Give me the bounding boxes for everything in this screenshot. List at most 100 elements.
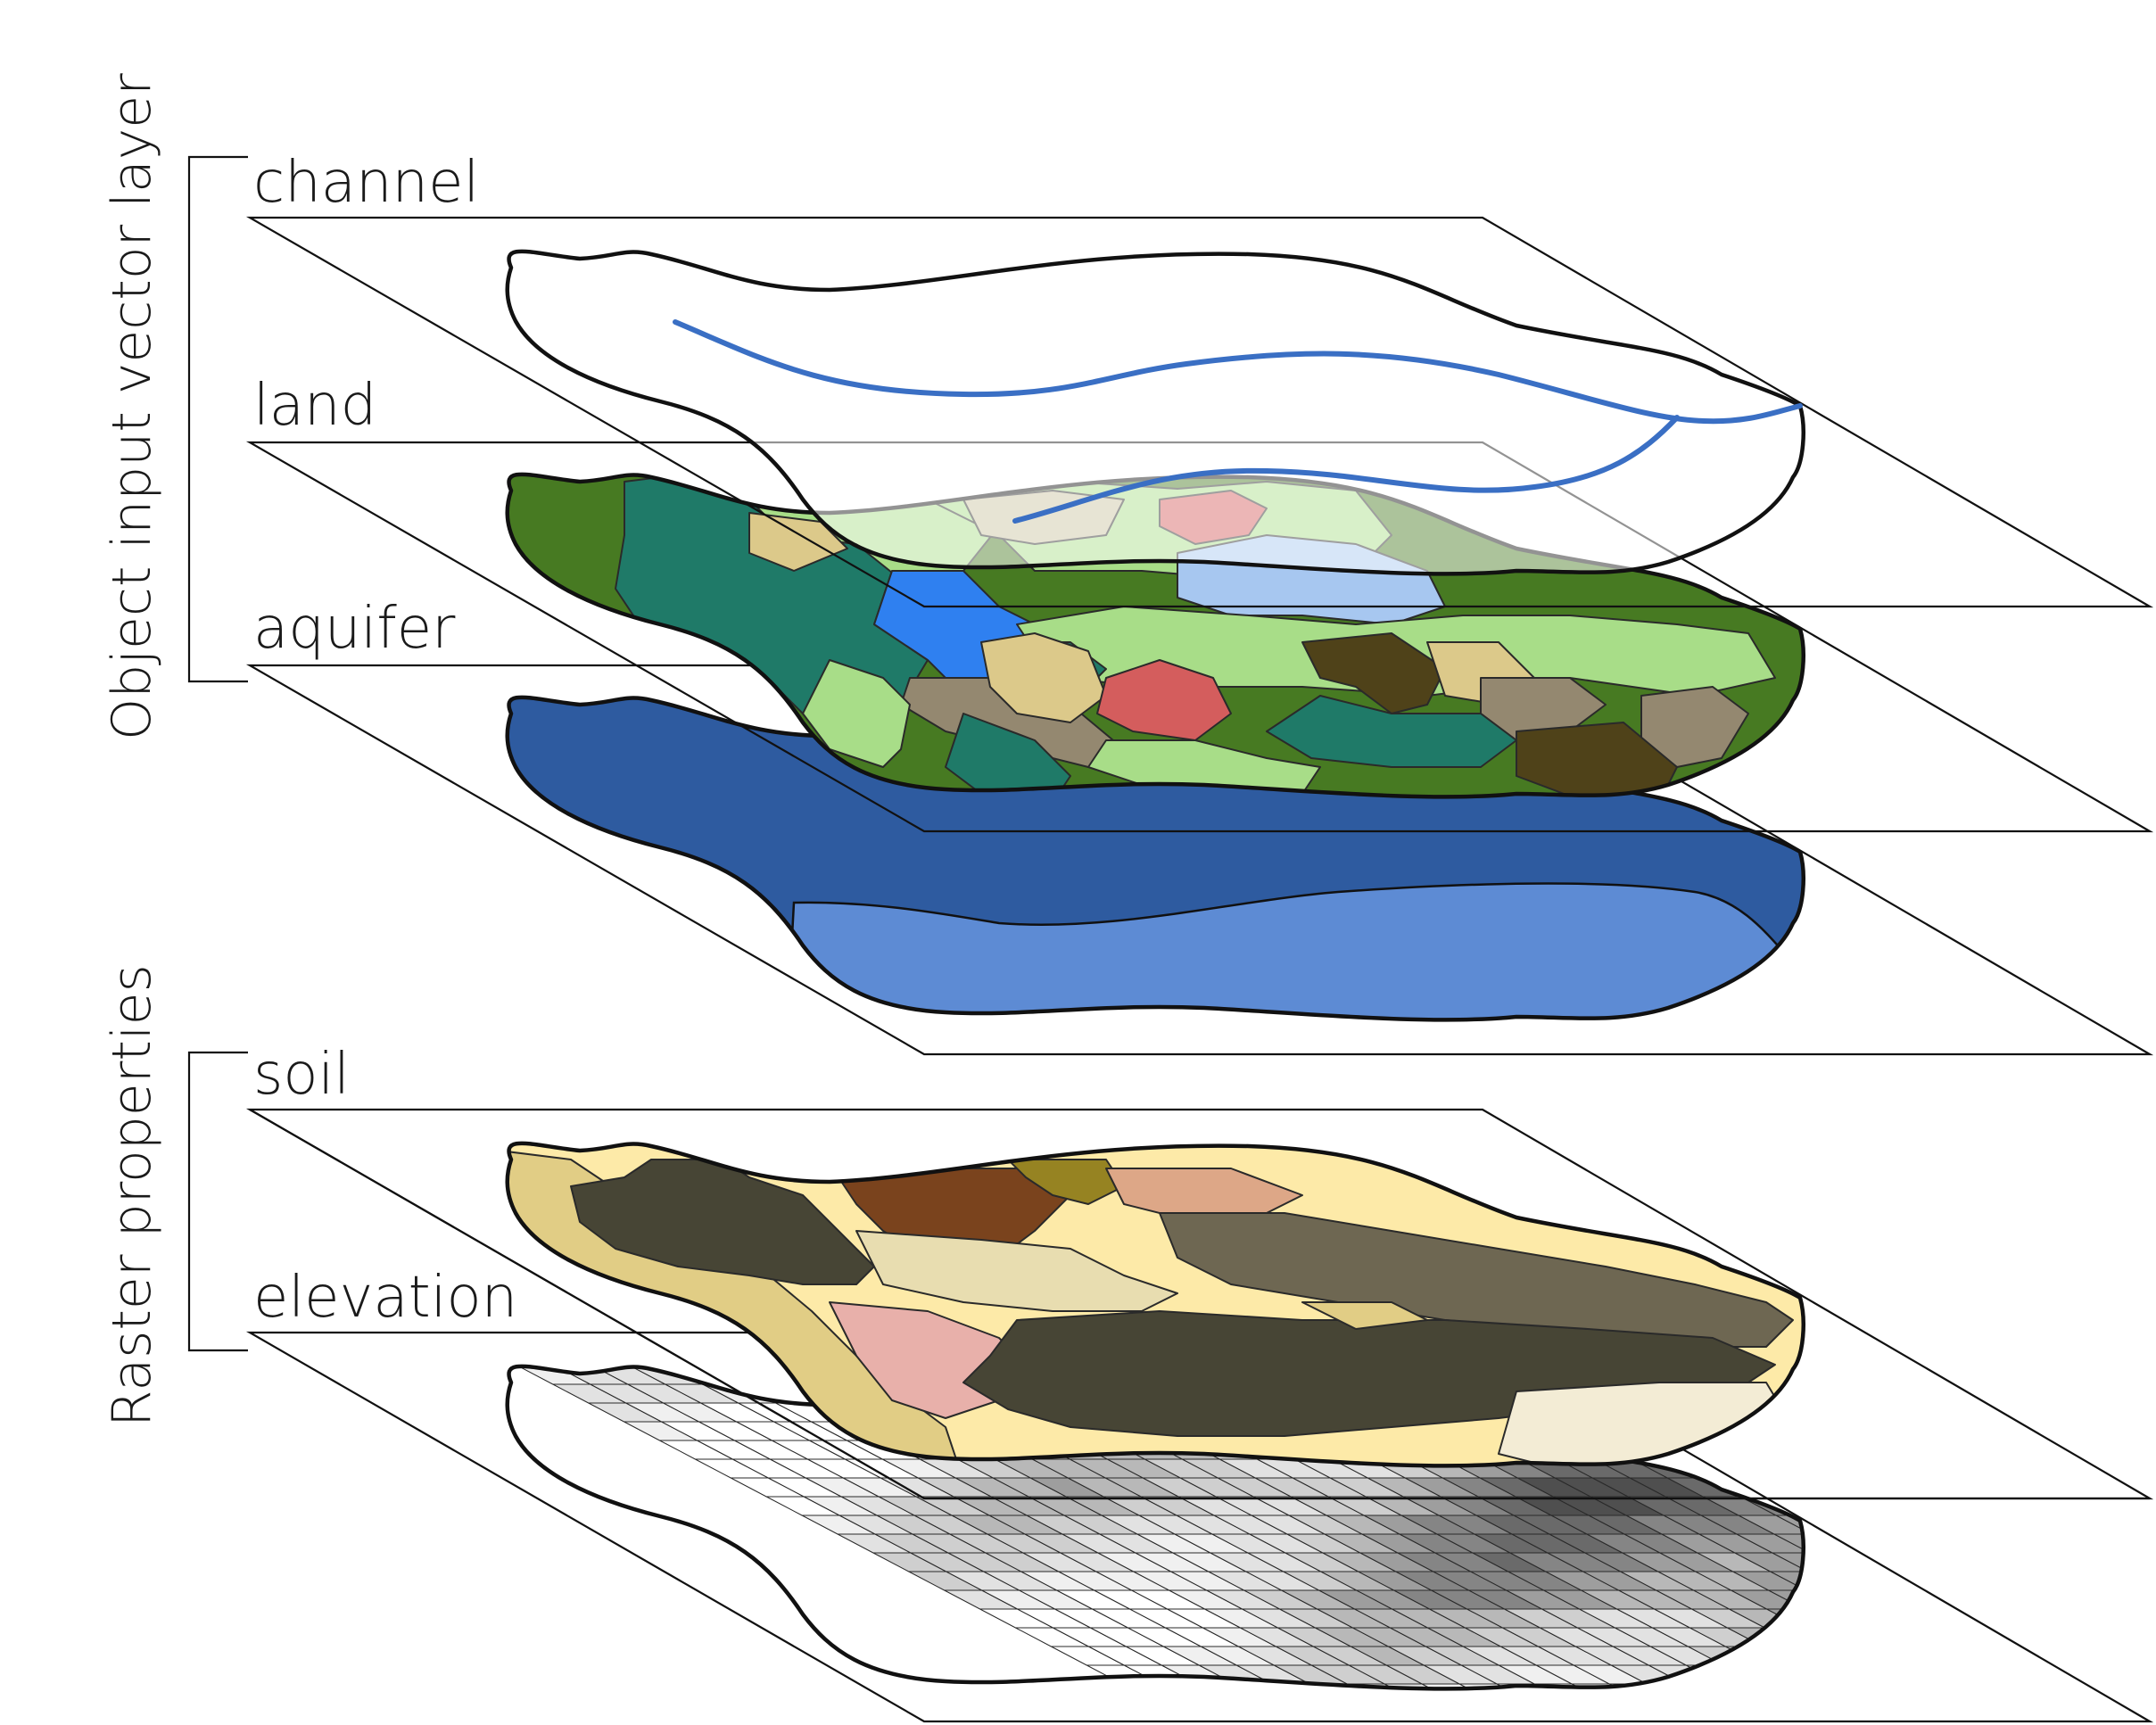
land-patch-red [1096, 659, 1232, 741]
elevation-cell [669, 1347, 742, 1366]
elevation-cell [2020, 1703, 2093, 1721]
elevation-cell [1954, 1609, 2028, 1628]
elevation-cell [1929, 1478, 2003, 1497]
elevation-cell [2110, 1553, 2156, 1572]
elevation-cell [1924, 1534, 1997, 1553]
elevation-cell [1912, 1647, 1986, 1665]
elevation-cell [1992, 1609, 2065, 1628]
land-patch-teal-3 [1266, 695, 1517, 768]
elevation-cell [1965, 1497, 2038, 1515]
elevation-cell [1383, 1703, 1456, 1721]
elevation-cell [2111, 1534, 2156, 1553]
elevation-cell [1233, 1703, 1306, 1721]
elevation-cell [1747, 1421, 1804, 1441]
elevation-cell [1495, 1703, 1568, 1721]
elevation-cell [1720, 1703, 1793, 1721]
elevation-cell [2069, 1590, 2142, 1609]
elevation-cell [1780, 1458, 1804, 1479]
elevation-cell [1570, 1703, 1643, 1721]
elevation-cell [1911, 1665, 1984, 1684]
elevation-cell [519, 1347, 592, 1366]
elevation-cell [2113, 1515, 2156, 1534]
elevation-cell [1736, 1533, 1804, 1554]
elevation-cell [2028, 1628, 2101, 1647]
elevation-cell [2137, 1647, 2156, 1665]
elevation-cell [1969, 1459, 2042, 1478]
elevation-cell [1888, 1515, 1962, 1534]
elevation-cell [1721, 1683, 1796, 1689]
channel-outline [505, 249, 1805, 576]
elevation-cell [1995, 1572, 2069, 1590]
elevation-cell [2134, 1684, 2156, 1703]
elevation-cell [1234, 1683, 1309, 1689]
elevation-cell [1825, 1403, 1898, 1422]
elevation-cell [1967, 1478, 2040, 1497]
soil-plane-front [249, 1109, 2150, 1500]
elevation-cell [2021, 1684, 2094, 1703]
elevation-cell [1871, 1684, 1945, 1703]
elevation-cell [1926, 1515, 1999, 1534]
soil-zone-khaki-2 [1301, 1301, 1428, 1330]
elevation-cell [2031, 1590, 2104, 1609]
elevation-cell [1854, 1478, 1928, 1497]
elevation-cell [1806, 1590, 1879, 1609]
elevation-cell [1856, 1459, 1929, 1478]
elevation-cell [1785, 1421, 1804, 1441]
elevation-cell [1819, 1459, 1892, 1478]
elevation-cell [1863, 1403, 1936, 1422]
elevation-cell [1853, 1497, 1926, 1515]
elevation-cell [1741, 1477, 1804, 1498]
elevation-cell [1793, 1347, 1866, 1366]
soil-raster-grid [507, 1143, 1804, 1466]
layer-label-aquifer: aquifer [253, 596, 456, 662]
elevation-cell [1532, 1703, 1606, 1721]
elevation-cell [2067, 1609, 2140, 1628]
elevation-cell [1832, 1703, 1905, 1721]
elevation-cell [2078, 1497, 2151, 1515]
elevation-cell [1945, 1703, 2018, 1721]
elevation-cell [2040, 1497, 2113, 1515]
elevation-cell [1787, 1402, 1804, 1423]
elevation-cell [1921, 1572, 1994, 1590]
elevation-cell [1948, 1665, 2021, 1684]
land-patch-brown [1301, 632, 1446, 714]
elevation-cell [2057, 1703, 2130, 1721]
elevation-cell [1878, 1628, 1951, 1647]
elevation-cell [1875, 1647, 1948, 1665]
elevation-cell [2033, 1572, 2106, 1590]
layer-label-channel: channel [253, 150, 479, 216]
elevation-cell [1121, 1683, 1196, 1689]
elevation-cell [1827, 1384, 1900, 1403]
elevation-cell [1758, 1683, 1804, 1689]
elevation-cell [2003, 1497, 2076, 1515]
elevation-cell [1934, 1440, 2007, 1459]
elevation-cell [1885, 1553, 1958, 1572]
elevation-cell [1159, 1683, 1234, 1689]
land-patch-teal-4 [945, 713, 1071, 797]
elevation-cell [1960, 1553, 2033, 1572]
channel-translucent-surface [507, 251, 1804, 574]
elevation-cell [1195, 1703, 1268, 1721]
elevation-cell [1997, 1553, 2070, 1572]
elevation-cell [1896, 1440, 1970, 1459]
elevation-cell [1844, 1590, 1917, 1609]
elevation-cell [1805, 1609, 1878, 1628]
elevation-cell [2098, 1665, 2156, 1684]
elevation-cell [1840, 1628, 1913, 1647]
soil-zone-beige [855, 1230, 1178, 1312]
elevation-cell [1708, 1440, 1782, 1460]
elevation-cell [1158, 1703, 1231, 1721]
elevation-cell [2135, 1665, 2156, 1684]
elevation-cell [1812, 1534, 1885, 1553]
bracket-raster [187, 1051, 248, 1352]
elevation-cell [1773, 1533, 1804, 1554]
elevation-cell [1838, 1647, 1911, 1665]
elevation-cell [2149, 1534, 2156, 1553]
elevation-cell [1909, 1684, 1982, 1703]
elevation-cell [1917, 1609, 1990, 1628]
elevation-cell [2104, 1609, 2156, 1628]
elevation-cell [1999, 1534, 2072, 1553]
elevation-cell [1953, 1628, 2026, 1647]
elevation-cell [1859, 1440, 1932, 1459]
elevation-cell [704, 1366, 779, 1385]
